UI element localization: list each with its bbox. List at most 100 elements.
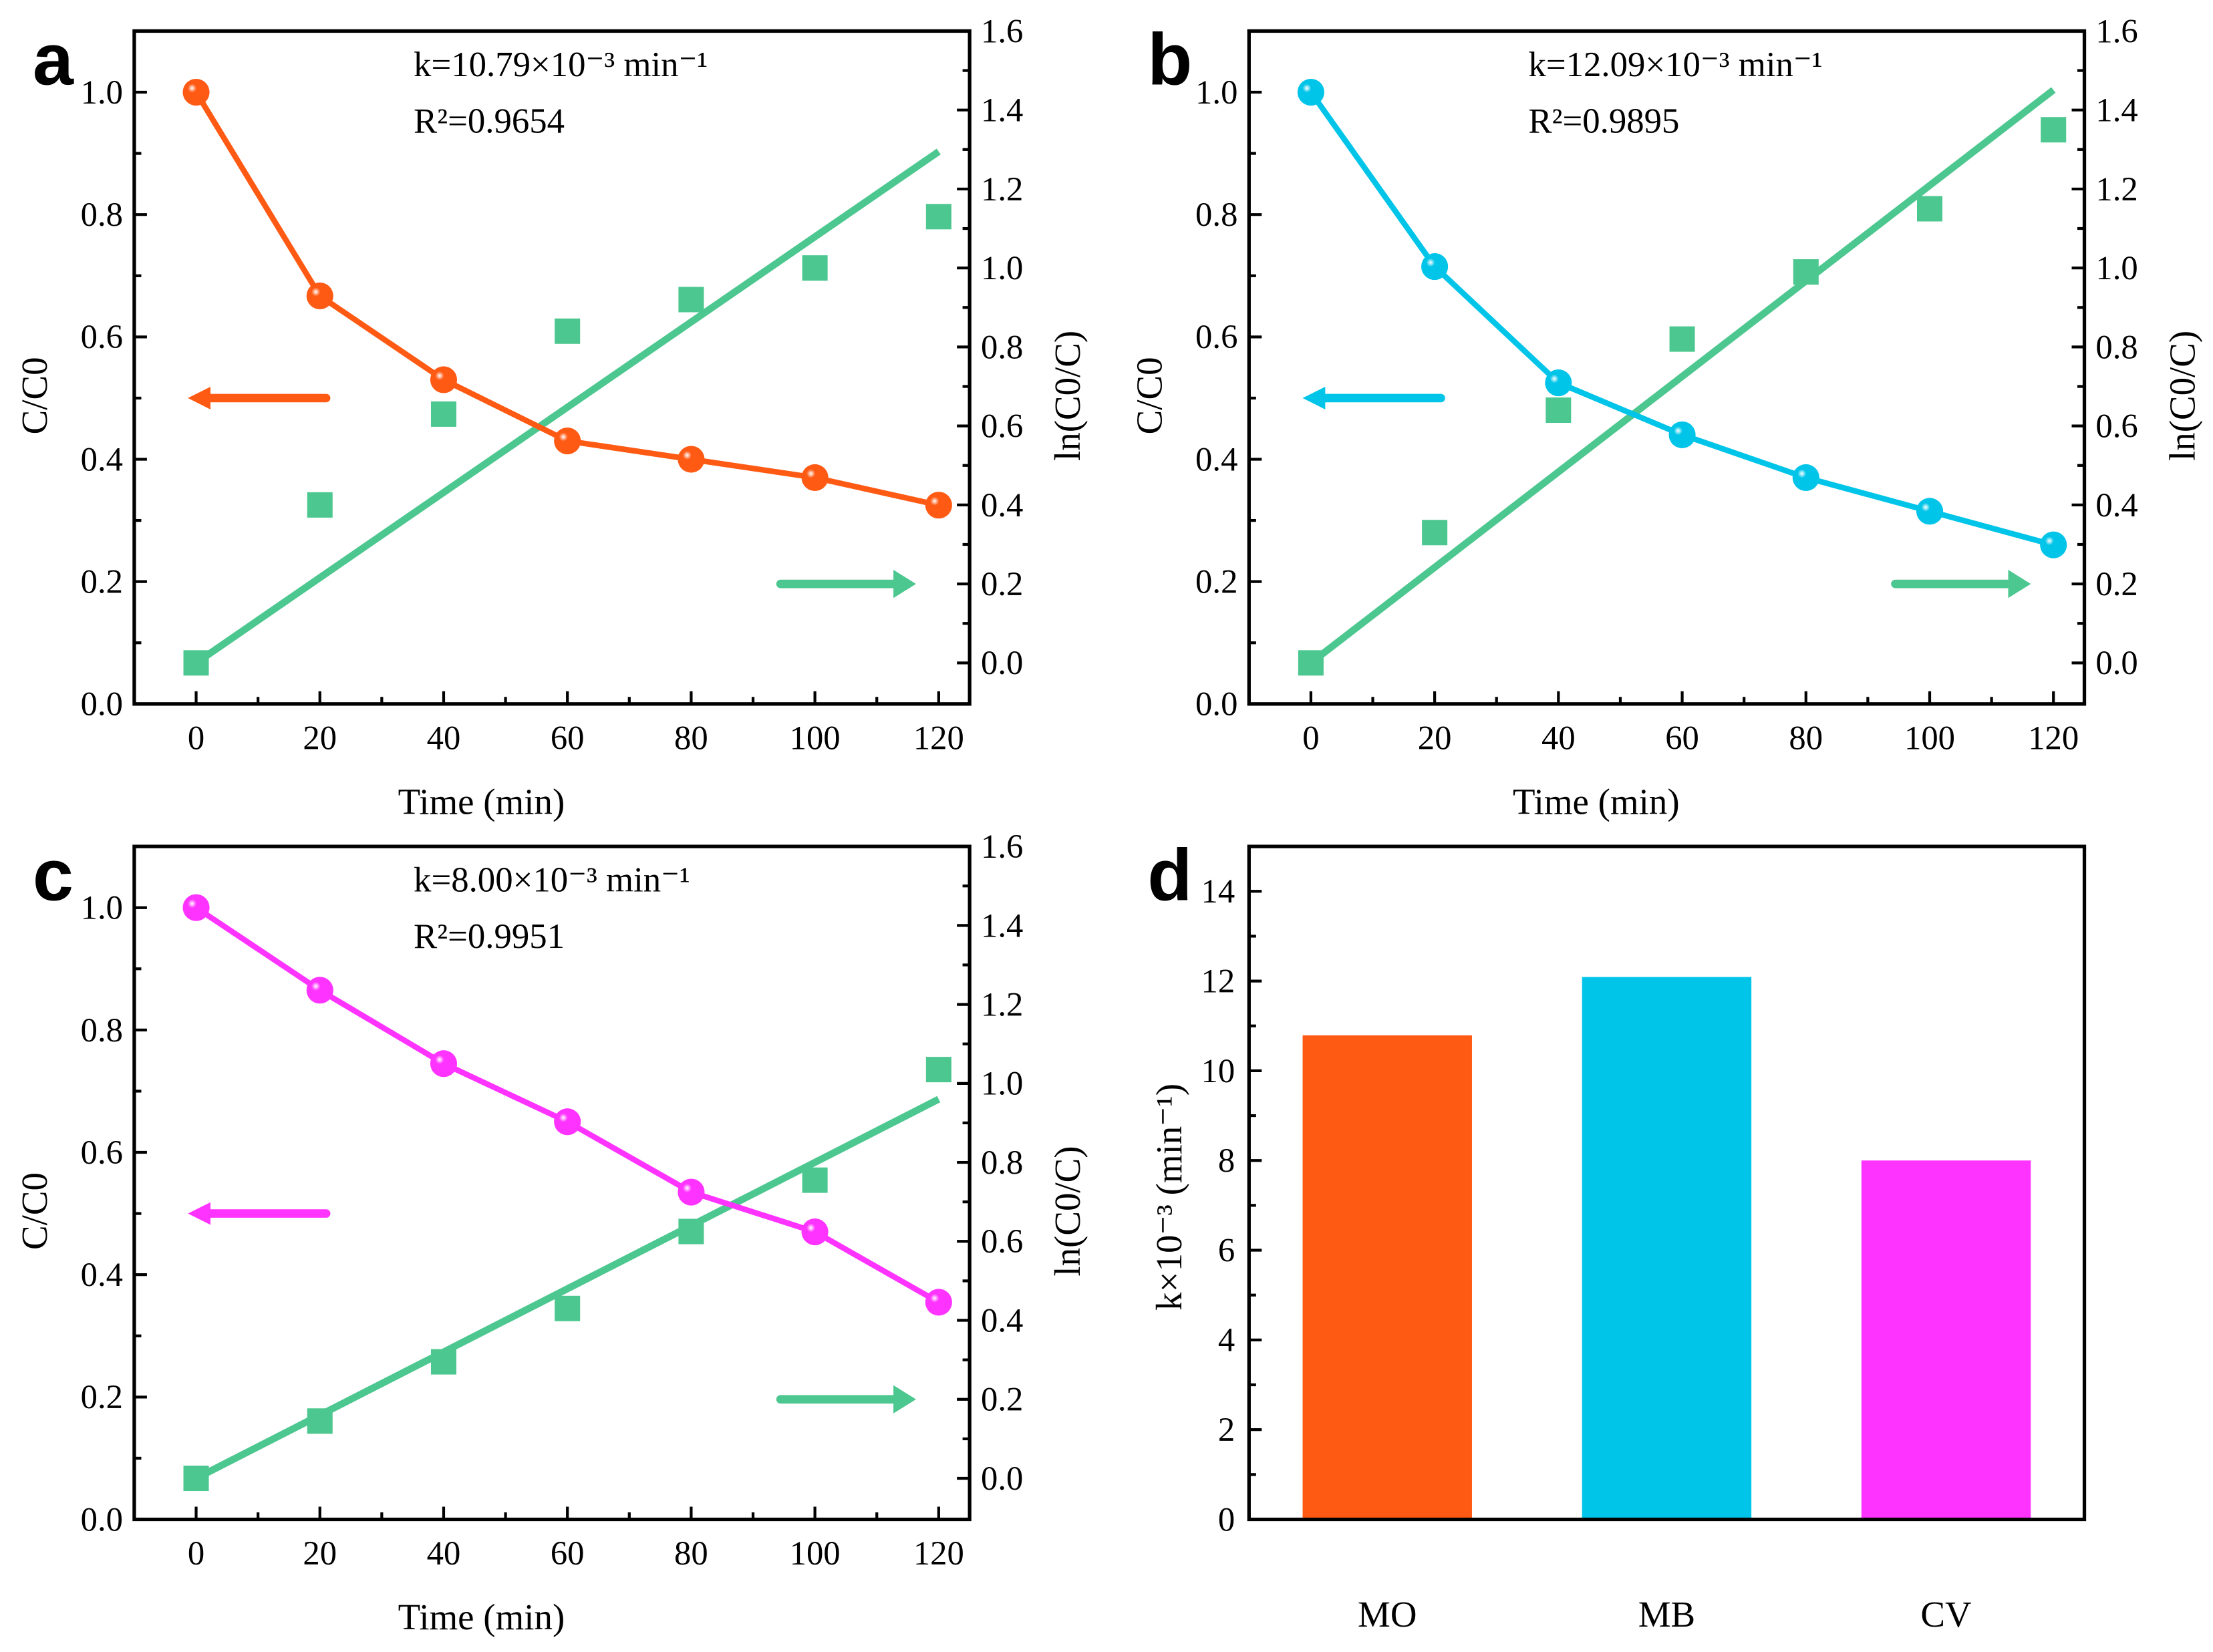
bar-MB: [1582, 977, 1752, 1520]
left-arrow-icon: [188, 1202, 210, 1225]
x-category-label: CV: [1920, 1594, 1972, 1635]
right-y-tick-label: 1.4: [981, 906, 1023, 944]
x-tick-label: 20: [1418, 719, 1452, 756]
left-y-tick-label: 0.0: [81, 1500, 123, 1538]
ln-data-point: [2041, 117, 2067, 143]
concentration-data-point: [306, 977, 333, 1004]
panel-label: a: [33, 19, 74, 101]
left-y-tick-label: 0.2: [81, 563, 123, 601]
plot-frame: [1247, 844, 2087, 1522]
ln-data-point: [678, 1218, 704, 1245]
left-y-tick-label: 0.8: [1195, 196, 1237, 233]
left-y-tick-label: 0.4: [81, 1256, 123, 1293]
right-y-tick-label: 0.8: [981, 1144, 1023, 1181]
x-axis-label: Time (min): [1513, 782, 1680, 822]
ln-data-point: [1422, 520, 1448, 546]
right-y-axis-label: ln(C0/C): [1047, 1146, 1088, 1276]
left-y-tick-label: 0.8: [81, 196, 123, 233]
r-squared-annotation: R²=0.9951: [414, 917, 565, 956]
ln-data-point: [307, 1408, 333, 1434]
plot-frame: [1247, 29, 2087, 706]
x-category-label: MB: [1638, 1594, 1695, 1635]
concentration-line: [1308, 90, 2055, 548]
right-y-tick-label: 0.8: [2095, 328, 2137, 365]
left-y-tick-label: 0.6: [81, 318, 123, 355]
y-tick-label: 6: [1218, 1231, 1235, 1269]
right-y-tick-label: 0.0: [981, 1460, 1023, 1497]
left-y-axis-label: C/C0: [14, 357, 55, 434]
right-arrow-icon: [893, 569, 916, 599]
right-arrow-icon: [893, 1385, 916, 1414]
x-tick-label: 0: [188, 1534, 204, 1572]
ln-data-point: [802, 1167, 828, 1193]
left-y-tick-label: 0.4: [1195, 440, 1237, 478]
panel-c: c 0 20 40 60 80 100 120 0.0 0.2 0.4 0.6 0.8 1.0 0.0 0.2…: [14, 828, 1088, 1637]
x-category-label: MO: [1358, 1594, 1417, 1635]
concentration-data-point: [925, 492, 952, 519]
ln-data-point: [430, 1349, 456, 1375]
r-squared-annotation: R²=0.9654: [414, 102, 565, 141]
ln-data-point: [1669, 326, 1695, 352]
x-tick-label: 0: [1302, 719, 1319, 756]
ln-data-point: [925, 204, 951, 230]
right-y-tick-label: 0.2: [2095, 565, 2137, 603]
concentration-data-point: [678, 1178, 705, 1206]
concentration-line: [194, 905, 940, 1305]
fit-line: [194, 148, 941, 666]
left-y-axis-label: C/C0: [14, 1172, 55, 1250]
rate-constant-annotation: k=8.00×10⁻³ min⁻¹: [414, 861, 690, 900]
bar-MO: [1302, 1035, 1472, 1520]
x-tick-label: 40: [427, 719, 461, 756]
ln-data-point: [430, 401, 456, 427]
ln-data-point: [925, 1057, 951, 1083]
x-tick-label: 100: [790, 1534, 841, 1572]
concentration-data-point: [1545, 369, 1572, 397]
left-y-tick-label: 0.8: [81, 1011, 123, 1049]
concentration-data-point: [182, 78, 210, 106]
left-y-tick-label: 0.2: [81, 1378, 123, 1416]
panel-d: d MO MB CV 0 2 4 6 8 10 12 14 k×10⁻³ (min⁻¹): [1147, 834, 2087, 1635]
bar-CV: [1861, 1160, 2031, 1520]
concentration-data-point: [1792, 464, 1819, 492]
concentration-data-point: [1916, 498, 1944, 525]
concentration-data-point: [925, 1289, 952, 1316]
x-tick-label: 100: [790, 719, 841, 756]
left-y-tick-label: 0.6: [1195, 318, 1237, 355]
right-y-tick-label: 1.4: [981, 92, 1023, 129]
x-axis-label: Time (min): [398, 1597, 565, 1637]
x-tick-label: 40: [1541, 719, 1576, 756]
ln-data-point: [555, 318, 581, 344]
left-y-tick-label: 0.2: [1195, 563, 1237, 601]
x-tick-label: 120: [913, 719, 964, 756]
ln-data-point: [183, 650, 209, 676]
panel-label: c: [33, 834, 73, 916]
concentration-data-point: [2040, 531, 2067, 558]
plot-frame: [132, 844, 972, 1522]
right-y-tick-label: 1.0: [981, 1065, 1023, 1102]
left-arrow-icon: [1302, 387, 1326, 409]
left-y-tick-label: 1.0: [81, 73, 123, 111]
concentration-data-point: [554, 427, 581, 455]
x-tick-label: 40: [427, 1534, 461, 1572]
x-tick-label: 80: [674, 1534, 708, 1572]
x-tick-label: 120: [2028, 719, 2079, 756]
ln-data-point: [1793, 259, 1819, 285]
x-tick-label: 60: [1665, 719, 1699, 756]
right-y-tick-label: 1.2: [981, 985, 1023, 1023]
x-tick-label: 20: [303, 719, 337, 756]
concentration-data-point: [801, 464, 829, 492]
ln-data-point: [1545, 397, 1572, 423]
right-y-tick-label: 0.0: [2095, 644, 2137, 681]
y-tick-label: 0: [1218, 1500, 1235, 1538]
x-tick-label: 120: [913, 1534, 964, 1572]
right-y-tick-label: 1.6: [981, 12, 1023, 49]
right-y-tick-label: 1.0: [981, 249, 1023, 287]
right-y-tick-label: 0.4: [981, 486, 1023, 524]
y-tick-label: 4: [1218, 1321, 1235, 1359]
left-y-tick-label: 0.0: [1195, 685, 1237, 723]
right-y-tick-label: 0.0: [981, 644, 1023, 681]
y-tick-label: 2: [1218, 1411, 1235, 1448]
x-tick-label: 60: [551, 1534, 585, 1572]
ln-data-point: [183, 1465, 209, 1492]
